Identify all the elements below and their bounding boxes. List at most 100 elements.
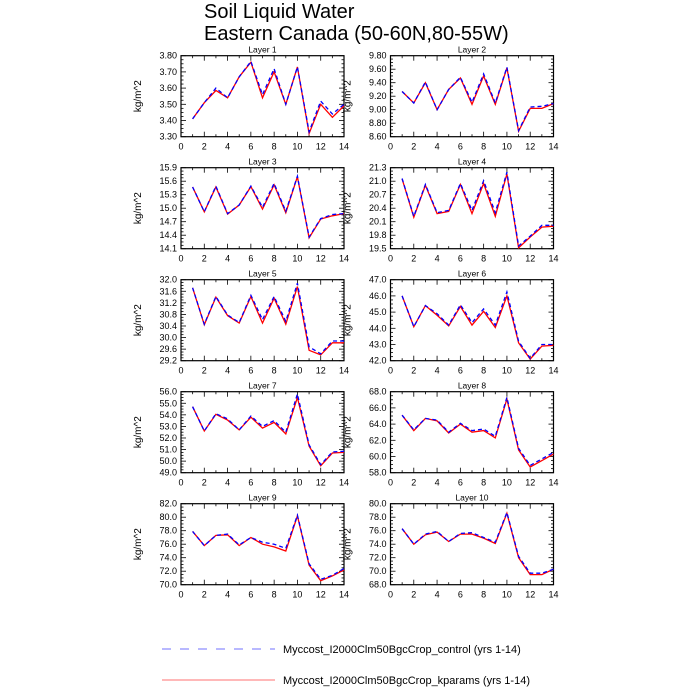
y-tick-label: 3.70	[159, 67, 177, 77]
y-tick-label: 62.0	[369, 435, 387, 445]
x-tick-label: 6	[248, 142, 253, 152]
series-kparams-line	[191, 286, 344, 356]
y-tick-label: 3.80	[159, 51, 177, 61]
series-control-line	[401, 289, 554, 360]
x-tick-label: 6	[248, 590, 253, 600]
y-tick-label: 52.0	[159, 433, 177, 443]
y-tick-label: 9.20	[369, 91, 387, 101]
y-tick-label: 9.40	[369, 78, 387, 88]
x-tick-label: 8	[272, 478, 277, 488]
y-tick-label: 50.0	[159, 456, 177, 466]
y-axis-label: kg/m^2	[343, 192, 354, 224]
panel-title: Layer 8	[458, 381, 487, 391]
plot-frame	[389, 55, 555, 138]
x-tick-label: 14	[548, 478, 558, 488]
y-axis-label: kg/m^2	[133, 80, 144, 112]
x-tick-label: 0	[388, 142, 393, 152]
x-tick-label: 10	[292, 590, 302, 600]
series-control-line	[192, 391, 345, 466]
plot-frame	[389, 279, 555, 362]
y-tick-label: 14.1	[159, 244, 177, 254]
panel-layer-5: Layer 5 kg/m^2 0 2 4 6 8 10 12 14 29.2 29.630.0 30.4…	[133, 269, 349, 376]
panel-title: Layer 5	[248, 269, 277, 279]
x-tick-label: 8	[481, 254, 486, 264]
panel-title: Layer 9	[248, 493, 277, 503]
x-tick-label: 0	[388, 366, 393, 376]
x-tick-label: 4	[225, 478, 230, 488]
plot-frame	[180, 167, 345, 250]
panel-layer-10: Layer 10 kg/m^2 0 2 4 6 8 10 12 14 68.0 70.0 72.0 74.…	[343, 493, 559, 600]
x-tick-label: 4	[435, 366, 440, 376]
x-tick-label: 14	[339, 254, 349, 264]
x-tick-label: 12	[525, 590, 535, 600]
y-tick-label: 3.40	[159, 116, 177, 126]
plot-frame	[389, 503, 555, 586]
x-tick-label: 8	[272, 366, 277, 376]
y-tick-label: 14.4	[159, 230, 177, 240]
x-tick-label: 2	[411, 478, 416, 488]
y-tick-label: 20.7	[369, 190, 387, 200]
series-kparams-line	[192, 395, 345, 467]
x-tick-label: 6	[248, 366, 253, 376]
panel-title: Layer 3	[248, 157, 277, 167]
y-tick-label: 21.0	[369, 176, 387, 186]
x-tick-label: 4	[435, 590, 440, 600]
x-tick-label: 2	[411, 590, 416, 600]
x-tick-label: 4	[225, 590, 230, 600]
y-tick-label: 15.0	[159, 203, 177, 213]
y-tick-label: 19.8	[369, 230, 387, 240]
x-tick-label: 0	[388, 590, 393, 600]
y-tick-label: 20.1	[369, 217, 387, 227]
y-tick-label: 9.00	[369, 105, 387, 115]
x-tick-label: 8	[481, 142, 486, 152]
x-tick-label: 6	[248, 254, 253, 264]
y-tick-label: 15.6	[159, 176, 177, 186]
y-tick-label: 58.0	[369, 468, 387, 478]
x-tick-label: 12	[316, 142, 326, 152]
y-tick-label: 30.0	[159, 333, 177, 343]
x-tick-label: 0	[178, 478, 183, 488]
y-tick-label: 51.0	[159, 445, 177, 455]
y-tick-label: 30.8	[159, 309, 177, 319]
x-tick-label: 2	[202, 590, 207, 600]
y-tick-label: 43.0	[369, 340, 387, 350]
y-tick-label: 9.80	[369, 51, 387, 61]
plot-frame	[389, 167, 555, 250]
y-tick-label: 55.0	[159, 398, 177, 408]
y-tick-label: 31.2	[159, 298, 177, 308]
y-tick-label: 76.0	[159, 539, 177, 549]
y-tick-label: 44.0	[369, 323, 387, 333]
x-tick-label: 10	[292, 478, 302, 488]
series-control-line	[192, 173, 345, 239]
series-control-line	[401, 172, 554, 248]
y-axis-label: kg/m^2	[343, 416, 354, 448]
panel-layer-9: Layer 9 kg/m^2 0 2 4 6 8 10 12 14 70.0 72.0 74.0 76.0…	[133, 493, 349, 600]
x-tick-label: 8	[272, 254, 277, 264]
y-tick-label: 9.60	[369, 64, 387, 74]
y-tick-label: 29.2	[159, 356, 177, 366]
x-tick-label: 2	[411, 254, 416, 264]
panel-layer-3: Layer 3 kg/m^2 0 2 4 6 8 10 12 14 14.1 14.4 14.7 15.0…	[133, 157, 349, 264]
y-axis-label: kg/m^2	[133, 304, 144, 336]
panels: Layer 1 kg/m^2 0 2 4 6 8 10 12 14 3.30 3.40 3.50 3.60…	[133, 45, 559, 600]
x-tick-label: 10	[292, 366, 302, 376]
y-tick-label: 20.4	[369, 203, 387, 213]
x-tick-label: 6	[458, 590, 463, 600]
plot-frame	[389, 391, 555, 474]
x-tick-label: 8	[481, 478, 486, 488]
legend-control-label: Myccost_I2000Clm50BgcCrop_control (yrs 1…	[283, 644, 521, 656]
y-tick-label: 72.0	[159, 566, 177, 576]
y-axis-label: kg/m^2	[343, 528, 354, 560]
panel-layer-6: Layer 6 kg/m^2 0 2 4 6 8 10 12 14 42.0 43.0 44.0 45.0…	[343, 269, 559, 376]
x-tick-label: 14	[548, 142, 558, 152]
y-tick-label: 8.60	[369, 132, 387, 142]
panel-title: Layer 7	[248, 381, 277, 391]
x-tick-label: 6	[248, 478, 253, 488]
x-tick-label: 14	[339, 142, 349, 152]
x-tick-label: 0	[388, 478, 393, 488]
y-axis-label: kg/m^2	[133, 192, 144, 224]
series-control-line	[401, 66, 554, 133]
y-tick-label: 76.0	[369, 526, 387, 536]
panel-title: Layer 10	[455, 493, 488, 503]
x-tick-label: 10	[502, 478, 512, 488]
